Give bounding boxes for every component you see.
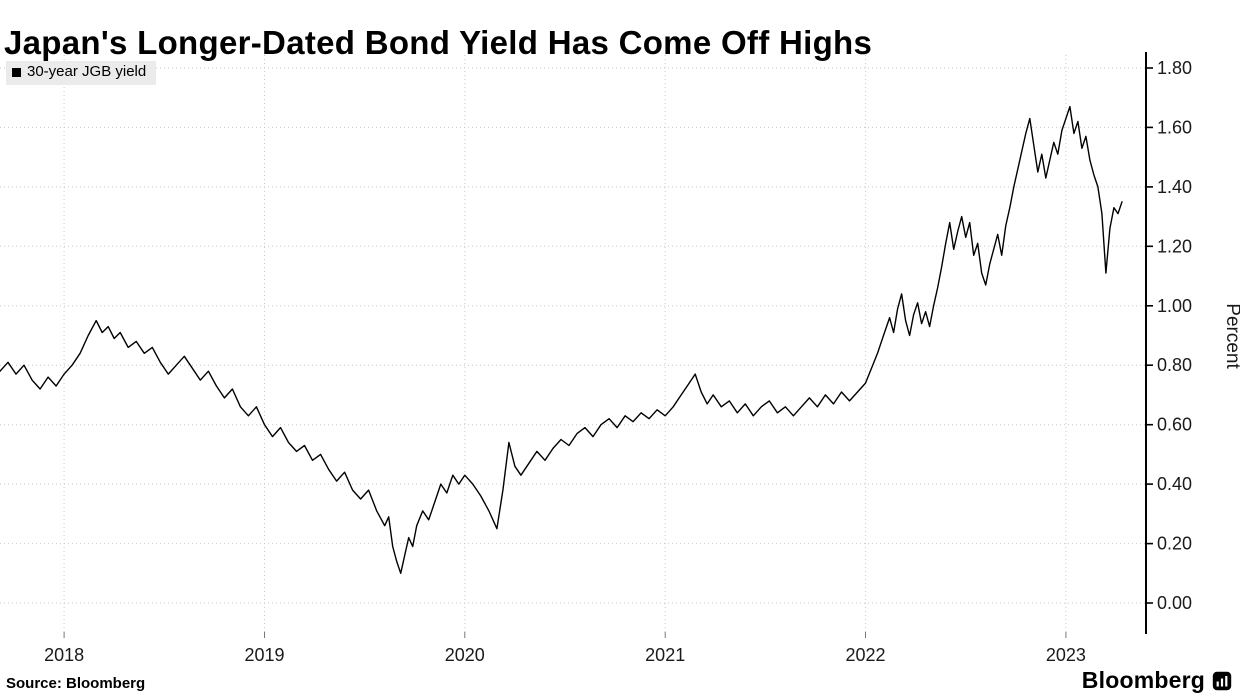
- chart-title: Japan's Longer-Dated Bond Yield Has Come…: [4, 24, 873, 62]
- y-tick-label: 1.40: [1157, 177, 1192, 197]
- bloomberg-wordmark: Bloomberg: [1081, 667, 1205, 693]
- y-tick-label: 1.00: [1157, 296, 1192, 316]
- yield-line: [0, 105, 1123, 574]
- x-tick-label: 2023: [1046, 645, 1086, 665]
- legend: 30-year JGB yield: [6, 61, 157, 85]
- x-tick-label: 2021: [645, 645, 685, 665]
- y-tick-label: 0.40: [1157, 474, 1192, 494]
- y-tick-label: 1.60: [1157, 117, 1192, 137]
- x-tick-label: 2018: [44, 645, 84, 665]
- y-tick-label: 1.20: [1157, 236, 1192, 256]
- y-tick-label: 0.60: [1157, 415, 1192, 435]
- y-tick-label: 0.20: [1157, 534, 1192, 554]
- x-tick-label: 2019: [244, 645, 284, 665]
- x-tick-label: 2022: [845, 645, 885, 665]
- bloomberg-logo: Bloomberg: [1082, 667, 1232, 694]
- y-tick-label: 0.80: [1157, 355, 1192, 375]
- y-tick-label: 1.80: [1157, 58, 1192, 78]
- source-note: Source: Bloomberg: [6, 675, 146, 692]
- y-tick-label: 0.00: [1157, 593, 1192, 613]
- x-tick-label: 2020: [445, 645, 485, 665]
- legend-label: 30-year JGB yield: [27, 63, 147, 80]
- series-marker-icon: [12, 67, 21, 77]
- y-axis-unit-label: Percent: [1222, 303, 1240, 369]
- bloomberg-terminal-icon: [1212, 671, 1232, 690]
